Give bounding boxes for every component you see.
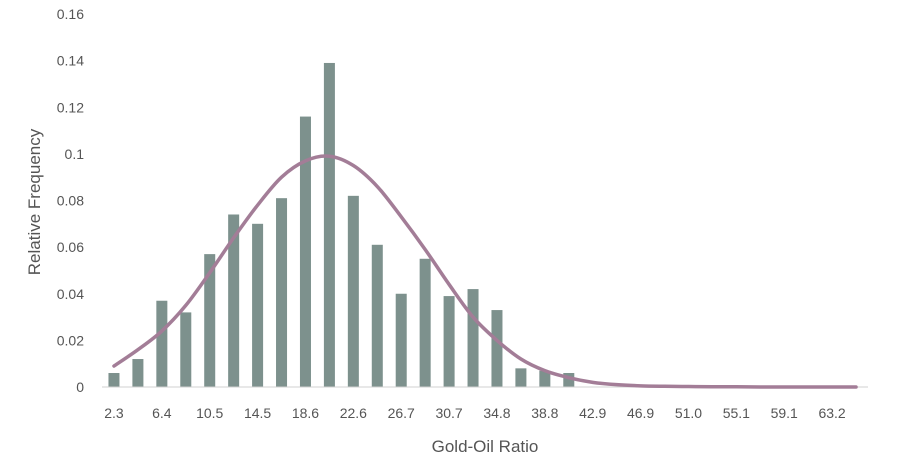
bar-24.7	[371, 244, 383, 387]
bar-38.8	[539, 370, 551, 387]
x-tick-label: 38.8	[531, 405, 558, 421]
bar-16.6	[276, 198, 288, 387]
x-tick-label: 2.3	[104, 405, 124, 421]
bar-14.5	[252, 223, 264, 387]
bar-30.7	[443, 296, 455, 387]
bar-4.3	[132, 359, 144, 387]
x-tick-label: 55.1	[723, 405, 750, 421]
x-tick-label: 42.9	[579, 405, 606, 421]
y-tick-label: 0.1	[65, 146, 85, 162]
bar-36.8	[515, 368, 527, 387]
x-tick-label: 10.5	[196, 405, 223, 421]
bar-26.7	[395, 293, 407, 387]
normal-fit-curve	[112, 154, 858, 389]
bar-18.6	[299, 116, 311, 387]
x-tick-label: 34.8	[483, 405, 510, 421]
y-tick-label: 0	[76, 379, 84, 395]
x-tick-label: 51.0	[675, 405, 702, 421]
y-tick-labels: 0 0.02 0.04 0.06 0.08 0.1 0.12 0.14 0.16	[57, 6, 84, 395]
x-axis-title: Gold-Oil Ratio	[432, 437, 539, 456]
y-tick-label: 0.14	[57, 53, 84, 69]
x-tick-label: 6.4	[152, 405, 172, 421]
x-tick-label: 63.2	[818, 405, 845, 421]
x-tick-label: 26.7	[388, 405, 415, 421]
bar-32.8	[467, 289, 479, 387]
y-tick-label: 0.06	[57, 239, 84, 255]
y-tick-label: 0.02	[57, 332, 84, 348]
y-tick-label: 0.08	[57, 193, 84, 209]
y-tick-label: 0.04	[57, 286, 84, 302]
x-tick-label: 14.5	[244, 405, 271, 421]
y-tick-label: 0.16	[57, 6, 84, 22]
x-tick-label: 30.7	[435, 405, 462, 421]
bar-34.8	[491, 310, 503, 387]
bar-40.9	[563, 373, 575, 387]
x-tick-labels: 2.3 6.4 10.5 14.5 18.6 22.6 26.7 30.7 34.8 38.8 42…	[104, 405, 846, 421]
bar-20.6	[323, 62, 335, 388]
bar-2.3	[108, 373, 120, 387]
bar-10.5	[204, 254, 216, 387]
x-tick-label: 59.1	[771, 405, 798, 421]
y-tick-label: 0.12	[57, 99, 84, 115]
x-tick-label: 46.9	[627, 405, 654, 421]
x-tick-label: 22.6	[340, 405, 367, 421]
bar-22.6	[347, 195, 359, 387]
bar-12.5	[228, 214, 240, 387]
bar-28.7	[419, 258, 431, 387]
bars-group	[108, 62, 575, 388]
x-tick-label: 18.6	[292, 405, 319, 421]
y-axis-title: Relative Frequency	[25, 128, 44, 275]
bar-8.4	[180, 312, 192, 387]
bar-6.4	[156, 300, 168, 387]
